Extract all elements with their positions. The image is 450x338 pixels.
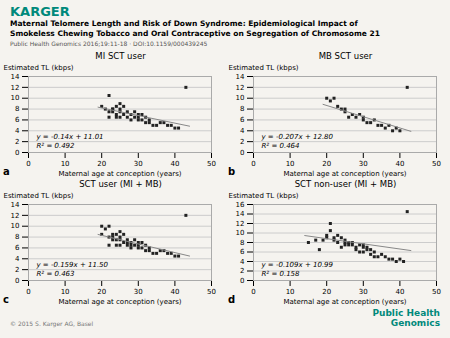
- svg-text:30: 30: [359, 288, 368, 296]
- svg-text:2: 2: [15, 266, 19, 274]
- svg-text:14: 14: [11, 73, 20, 81]
- svg-text:2: 2: [240, 267, 244, 275]
- svg-text:6: 6: [240, 116, 245, 124]
- svg-text:0: 0: [240, 149, 244, 157]
- svg-text:20: 20: [322, 160, 331, 168]
- svg-text:R² = 0.492: R² = 0.492: [37, 142, 76, 150]
- html-text:KARGER: KARGER: [10, 4, 70, 19]
- html-text:d: d: [228, 294, 236, 305]
- html-text:SCT user (MI + MB): SCT user (MI + MB): [79, 179, 162, 189]
- html-text:a: a: [3, 166, 10, 177]
- svg-text:0: 0: [251, 288, 255, 296]
- svg-text:2: 2: [15, 138, 19, 146]
- svg-text:10: 10: [11, 94, 20, 102]
- svg-text:Maternal age at conception (ye: Maternal age at conception (years): [283, 298, 406, 306]
- svg-text:8: 8: [15, 233, 19, 241]
- svg-text:50: 50: [207, 288, 216, 296]
- svg-text:10: 10: [236, 229, 245, 237]
- svg-text:6: 6: [15, 244, 20, 252]
- html-text:Public Health Genomics: Public Health Genomics: [372, 308, 440, 328]
- svg-text:12: 12: [236, 220, 245, 228]
- svg-text:30: 30: [134, 160, 143, 168]
- svg-text:20: 20: [97, 288, 106, 296]
- html-text:Public Health Genomics 2016;19: Public Health Genomics 2016;19:11-18 · D…: [10, 40, 208, 47]
- html-text:MB SCT user: MB SCT user: [318, 51, 373, 61]
- svg-text:8: 8: [240, 105, 244, 113]
- svg-text:0: 0: [15, 277, 19, 285]
- svg-text:12: 12: [11, 84, 20, 92]
- svg-text:0: 0: [240, 277, 244, 285]
- svg-text:4: 4: [240, 258, 245, 266]
- svg-text:14: 14: [11, 201, 20, 209]
- svg-text:y = -0.109x + 10.99: y = -0.109x + 10.99: [261, 261, 334, 269]
- svg-text:10: 10: [236, 94, 245, 102]
- svg-text:12: 12: [11, 212, 20, 220]
- svg-text:Estimated TL (kbps): Estimated TL (kbps): [229, 64, 299, 72]
- html-text:© 2015 S. Karger AG, Basel: © 2015 S. Karger AG, Basel: [10, 320, 94, 327]
- svg-text:Estimated TL (kbps): Estimated TL (kbps): [4, 192, 74, 200]
- svg-text:2: 2: [240, 138, 244, 146]
- svg-text:R² = 0.158: R² = 0.158: [262, 270, 301, 278]
- svg-text:40: 40: [395, 288, 404, 296]
- svg-text:6: 6: [240, 248, 245, 256]
- svg-text:y = -0.207x + 12.80: y = -0.207x + 12.80: [261, 133, 334, 141]
- svg-text:10: 10: [286, 160, 295, 168]
- svg-text:0: 0: [251, 160, 255, 168]
- html-text:Maternal Telomere Length and R: Maternal Telomere Length and Risk of Dow…: [10, 19, 380, 38]
- svg-text:10: 10: [286, 288, 295, 296]
- svg-text:40: 40: [170, 160, 179, 168]
- svg-text:4: 4: [15, 127, 20, 135]
- html-text:c: c: [3, 294, 9, 305]
- svg-text:14: 14: [236, 73, 245, 81]
- svg-text:10: 10: [61, 288, 70, 296]
- svg-text:R² = 0.463: R² = 0.463: [37, 270, 75, 278]
- svg-text:14: 14: [236, 210, 245, 218]
- svg-text:10: 10: [61, 160, 70, 168]
- svg-text:8: 8: [15, 105, 19, 113]
- svg-text:Maternal age at conception (ye: Maternal age at conception (years): [283, 170, 406, 178]
- svg-text:Estimated TL (kbps): Estimated TL (kbps): [229, 192, 299, 200]
- svg-text:50: 50: [207, 160, 216, 168]
- svg-text:10: 10: [11, 222, 20, 230]
- svg-text:0: 0: [15, 149, 19, 157]
- svg-text:6: 6: [15, 116, 20, 124]
- html-text:SCT non-user (MI + MB): SCT non-user (MI + MB): [294, 179, 397, 189]
- html-text:MI SCT user: MI SCT user: [95, 51, 146, 61]
- svg-text:Maternal age at conception (ye: Maternal age at conception (years): [58, 298, 181, 306]
- svg-text:4: 4: [240, 127, 245, 135]
- svg-text:30: 30: [359, 160, 368, 168]
- svg-text:0: 0: [26, 288, 30, 296]
- svg-text:4: 4: [15, 255, 20, 263]
- svg-text:30: 30: [134, 288, 143, 296]
- svg-text:20: 20: [97, 160, 106, 168]
- svg-text:16: 16: [236, 201, 245, 209]
- svg-text:Estimated TL (kbps): Estimated TL (kbps): [4, 64, 74, 72]
- svg-text:40: 40: [395, 160, 404, 168]
- svg-text:Maternal age at conception (ye: Maternal age at conception (years): [58, 170, 181, 178]
- svg-text:R² = 0.464: R² = 0.464: [262, 142, 300, 150]
- svg-text:y = -0.14x + 11.01: y = -0.14x + 11.01: [36, 133, 104, 141]
- svg-text:y = -0.159x + 11.50: y = -0.159x + 11.50: [36, 261, 109, 269]
- html-text:b: b: [228, 166, 236, 177]
- svg-text:0: 0: [26, 160, 30, 168]
- svg-text:50: 50: [432, 288, 441, 296]
- svg-text:8: 8: [240, 239, 244, 247]
- svg-text:50: 50: [432, 160, 441, 168]
- svg-text:40: 40: [170, 288, 179, 296]
- svg-text:12: 12: [236, 84, 245, 92]
- svg-text:20: 20: [322, 288, 331, 296]
